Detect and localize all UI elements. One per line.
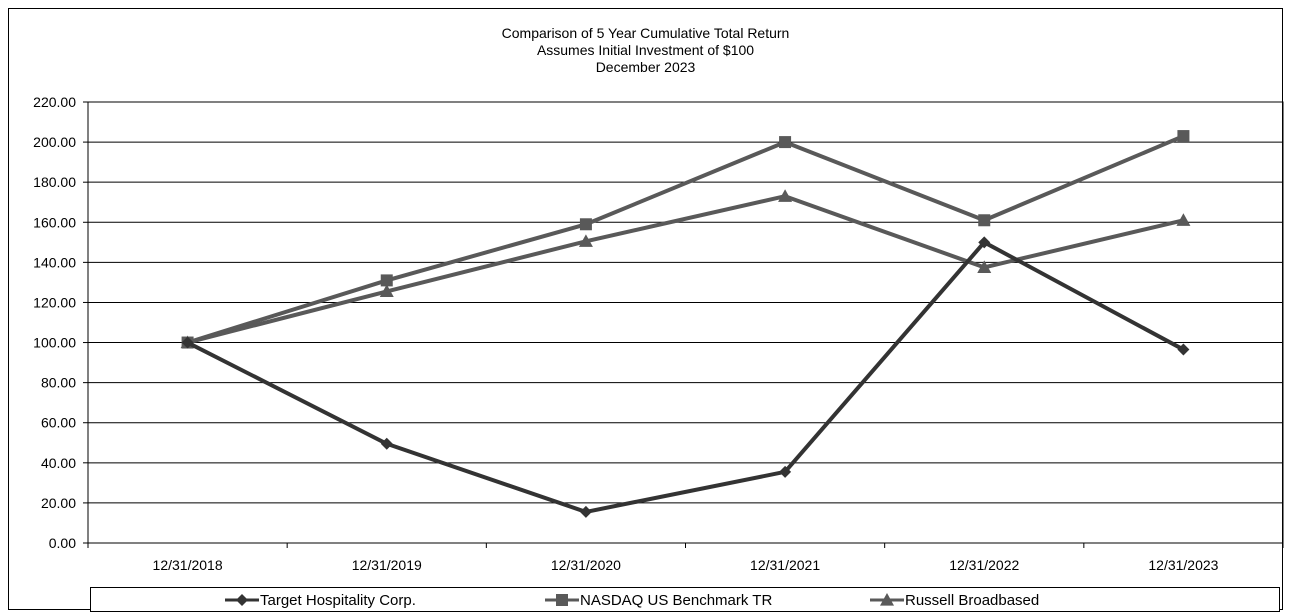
data-point — [778, 189, 793, 202]
x-tick-label: 12/31/2019 — [352, 557, 422, 573]
y-tick-label: 120.00 — [33, 294, 76, 310]
x-tick-label: 12/31/2022 — [949, 557, 1019, 573]
data-point — [578, 234, 593, 247]
y-tick-label: 140.00 — [33, 254, 76, 270]
y-tick-label: 80.00 — [41, 375, 76, 391]
series-line — [186, 240, 1185, 514]
legend-marker — [556, 594, 568, 606]
data-point — [579, 505, 592, 518]
legend-label: NASDAQ US Benchmark TR — [580, 592, 772, 609]
legend-entry: Russell Broadbased — [870, 592, 1039, 609]
data-point — [181, 336, 194, 349]
data-point — [779, 465, 792, 478]
x-tick-label: 12/31/2018 — [153, 557, 223, 573]
data-point — [380, 274, 393, 287]
legend-marker — [880, 593, 894, 606]
legend-entry: NASDAQ US Benchmark TR — [545, 592, 772, 609]
y-tick-label: 220.00 — [33, 94, 76, 110]
legend-marker — [236, 594, 248, 606]
y-tick-label: 160.00 — [33, 214, 76, 230]
series-russell-broadbased — [180, 189, 1191, 349]
y-tick-label: 100.00 — [33, 335, 76, 351]
y-tick-label: 180.00 — [33, 174, 76, 190]
y-tick-label: 60.00 — [41, 415, 76, 431]
y-tick-label: 0.00 — [49, 535, 76, 551]
data-point — [978, 236, 991, 249]
data-point — [1177, 130, 1190, 143]
series-line — [186, 134, 1185, 345]
chart-frame — [8, 8, 1283, 610]
legend-entry: Target Hospitality Corp. — [225, 592, 416, 609]
y-tick-label: 200.00 — [33, 134, 76, 150]
y-tick-label: 20.00 — [41, 495, 76, 511]
data-point — [1177, 343, 1190, 356]
legend-label: Russell Broadbased — [905, 592, 1039, 609]
legend-label: Target Hospitality Corp. — [260, 592, 416, 609]
data-point — [380, 437, 393, 450]
chart-title-line-2: Assumes Initial Investment of $100 — [536, 42, 755, 58]
series-nasdaq-us-benchmark-tr — [181, 130, 1190, 349]
chart-title-line-1: Comparison of 5 Year Cumulative Total Re… — [501, 25, 790, 41]
series-target-hospitality-corp — [181, 236, 1190, 518]
data-point — [977, 260, 992, 273]
data-point — [779, 136, 792, 149]
data-point — [1176, 213, 1191, 226]
y-tick-label: 40.00 — [41, 455, 76, 471]
x-tick-label: 12/31/2021 — [750, 557, 820, 573]
chart-title-line-3: December 2023 — [595, 59, 696, 75]
data-point — [579, 218, 592, 231]
legend — [90, 587, 1280, 612]
data-point — [379, 284, 394, 298]
data-point — [978, 214, 991, 227]
x-tick-label: 12/31/2023 — [1148, 557, 1218, 573]
x-tick-label: 12/31/2020 — [551, 557, 621, 573]
